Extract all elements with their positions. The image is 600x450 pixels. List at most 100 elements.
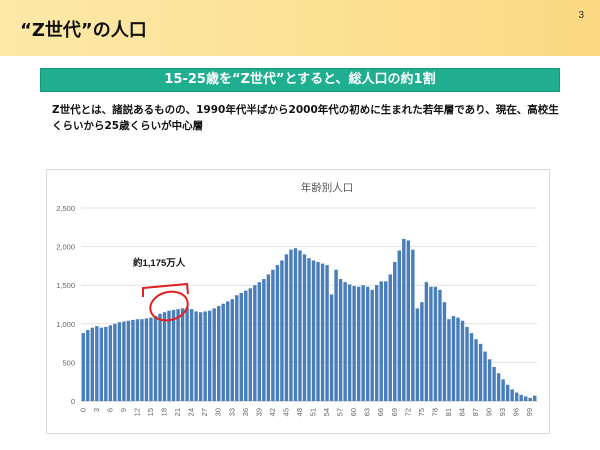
bar [171, 309, 176, 401]
bar [365, 286, 370, 401]
bar [176, 309, 180, 401]
bar [343, 282, 347, 401]
bar [239, 292, 243, 401]
bar [167, 310, 171, 401]
x-tick-label: 63 [363, 408, 372, 416]
bar [302, 254, 307, 401]
bar [216, 306, 221, 401]
bar [235, 295, 239, 401]
x-tick-label: 3 [92, 408, 101, 412]
x-tick-label: 96 [512, 408, 521, 416]
description-text: Z世代とは、諸説あるものの、1990年代半ばから2000年代の初めに生まれた若年… [52, 104, 559, 132]
bar [275, 265, 280, 401]
y-tick-label: 1,500 [56, 281, 75, 290]
summary-banner: 15-25歳を“Z世代”とすると、総人口の約1割 [40, 68, 560, 92]
bar [424, 282, 429, 401]
x-tick-label: 15 [146, 408, 155, 416]
x-tick-label: 54 [322, 408, 331, 416]
bar [533, 395, 537, 401]
bar [158, 313, 162, 401]
page-number: 3 [578, 10, 584, 21]
x-tick-label: 27 [200, 408, 209, 416]
bar [406, 240, 411, 401]
bar [478, 343, 483, 401]
bar [280, 260, 284, 401]
bar [307, 258, 311, 401]
bar [397, 250, 402, 401]
bar [293, 248, 298, 401]
bar [221, 303, 225, 401]
x-tick-label: 33 [227, 408, 236, 416]
x-tick-label: 99 [525, 408, 534, 416]
x-tick-label: 72 [403, 408, 412, 416]
bar [415, 308, 420, 401]
x-tick-label: 30 [214, 408, 223, 416]
annotation-label: 約1,175万人 [133, 257, 186, 269]
bar [99, 327, 104, 401]
y-axis-ticks: 0 500 1,000 1,500 2,000 2,500 [56, 204, 75, 406]
x-tick-label: 36 [241, 408, 250, 416]
bar [469, 333, 474, 401]
x-axis-ticks: 0 3 6 9 12 15 18 21 24 27 30 33 36 39 42 45 48 51 54 57 60 63… [78, 408, 534, 416]
bar [266, 274, 271, 401]
x-tick-label: 12 [132, 408, 141, 416]
y-tick-label: 2,000 [56, 243, 75, 252]
x-tick-label: 51 [309, 408, 318, 416]
bar [95, 326, 99, 401]
annotation-bracket [142, 282, 189, 297]
bars [81, 238, 537, 401]
x-tick-label: 6 [105, 408, 114, 412]
bar [433, 286, 438, 401]
bar [248, 288, 253, 401]
bar [465, 326, 469, 401]
bar [411, 249, 415, 401]
y-tick-label: 2,500 [56, 204, 75, 213]
bar [474, 339, 478, 401]
bar [108, 325, 113, 401]
x-tick-label: 87 [471, 408, 480, 416]
x-tick-label: 45 [281, 408, 290, 416]
bar [388, 274, 392, 401]
bar [81, 333, 85, 401]
chart-title: 年齢別人口 [301, 181, 354, 194]
x-tick-label: 18 [160, 408, 169, 416]
bar [284, 254, 289, 401]
bar [519, 394, 523, 401]
bar [189, 309, 194, 401]
bar [149, 317, 153, 401]
bar [483, 351, 487, 401]
y-tick-label: 1,000 [56, 320, 75, 329]
x-tick-label: 60 [349, 408, 358, 416]
slide-title: “Z世代”の人口 [20, 20, 147, 41]
bar [356, 286, 361, 401]
bar [207, 310, 212, 401]
bar [514, 392, 519, 401]
x-tick-label: 57 [336, 408, 345, 416]
bar [113, 323, 117, 401]
bar [90, 327, 94, 401]
bar [375, 285, 379, 401]
x-tick-label: 39 [254, 408, 263, 416]
bar [244, 290, 248, 401]
x-tick-label: 90 [485, 408, 494, 416]
bar [338, 279, 343, 401]
bar [460, 320, 465, 401]
bar [253, 285, 257, 401]
bar [271, 269, 275, 401]
bar [135, 319, 140, 401]
bar [361, 285, 365, 401]
bar [496, 373, 501, 401]
x-tick-label: 75 [417, 408, 426, 416]
annotation: 約1,175万人 [133, 257, 189, 322]
bar [311, 260, 316, 401]
bar [347, 284, 352, 401]
bar [442, 302, 447, 401]
bar [185, 307, 189, 401]
bar [352, 285, 356, 401]
x-tick-label: 93 [498, 408, 507, 416]
bar [230, 299, 234, 401]
bar [429, 286, 433, 401]
bar [194, 311, 198, 401]
bar [447, 319, 451, 401]
